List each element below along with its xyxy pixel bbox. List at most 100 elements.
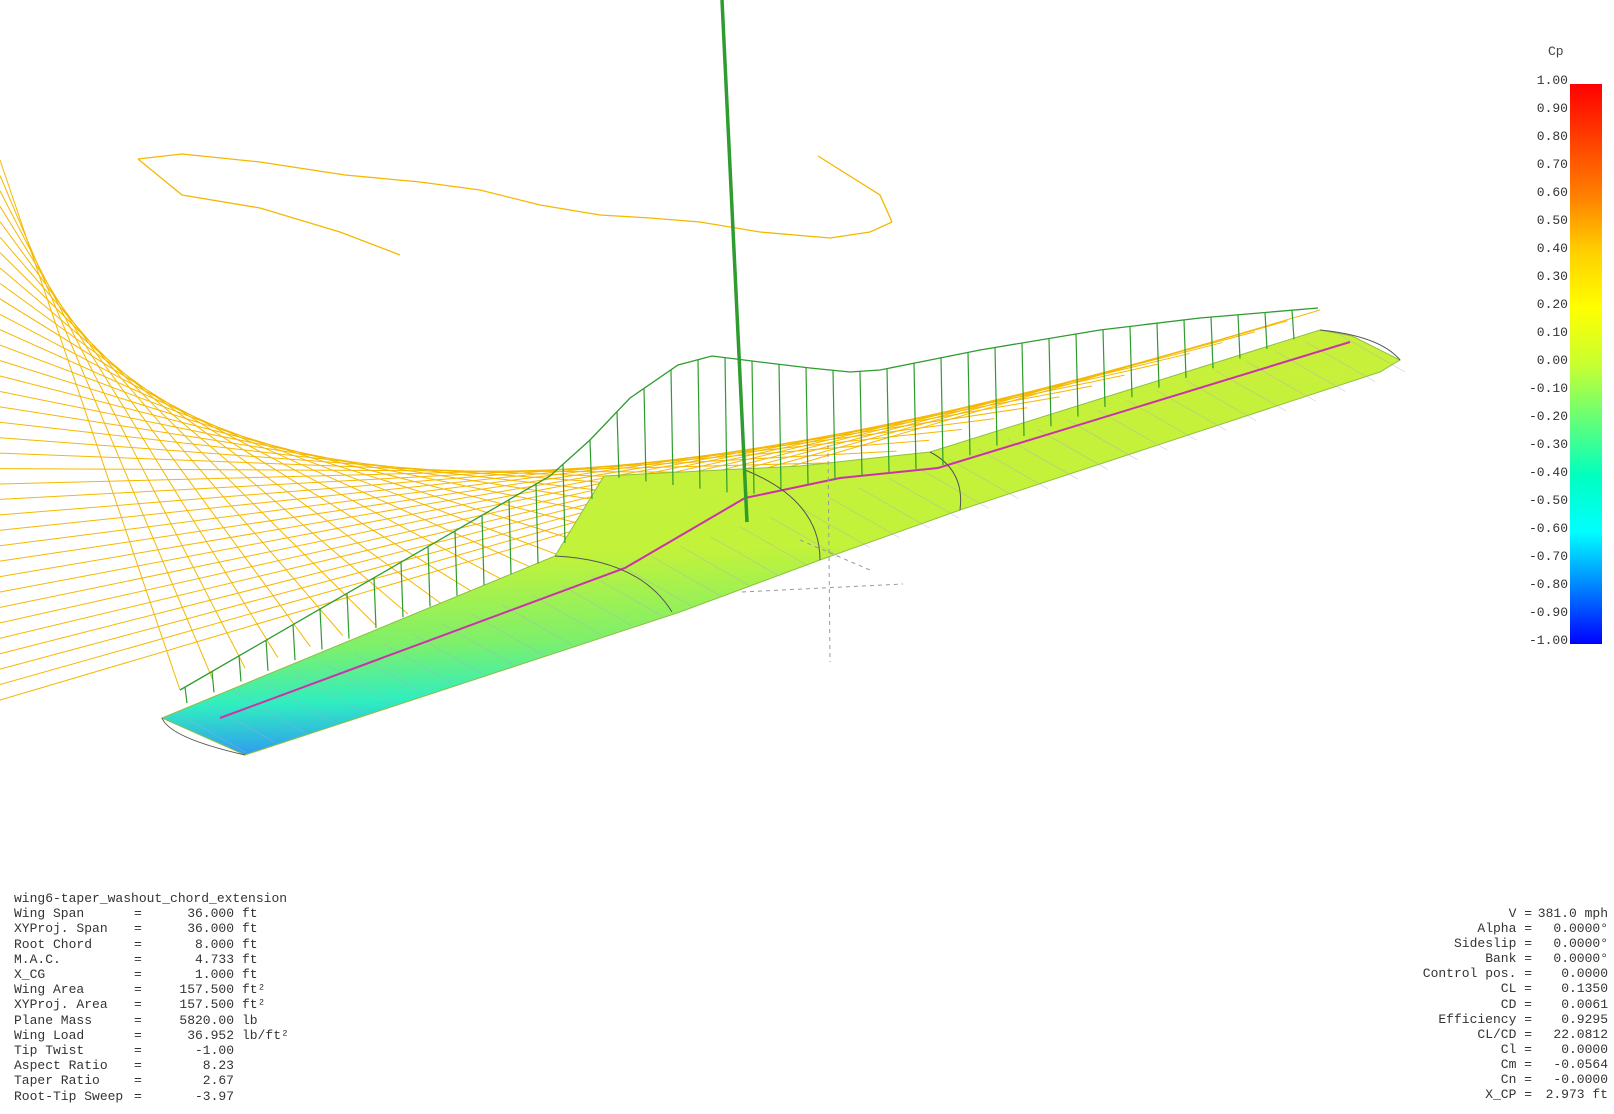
- cp-label: 0.80: [1536, 129, 1568, 144]
- result-label: V =: [1508, 906, 1532, 921]
- result-row: Cl = 0.0000: [1423, 1042, 1608, 1057]
- info-label: Wing Area: [14, 982, 85, 998]
- result-row: Alpha = 0.0000°: [1423, 921, 1608, 936]
- equals-sign: =: [134, 1088, 142, 1104]
- info-value: 1.000: [194, 967, 234, 983]
- downwash-streamline: [0, 206, 279, 658]
- lift-station-line: [427, 546, 431, 607]
- result-value: 0.1350: [1561, 981, 1608, 997]
- lift-station-line: [1102, 329, 1106, 407]
- grid-chord-line: [680, 546, 751, 587]
- result-value: -0.0000: [1553, 1072, 1608, 1088]
- grid-chord-line: [412, 633, 484, 675]
- result-value: 381.0 mph: [1537, 906, 1608, 921]
- downwash-streamline: [0, 267, 409, 615]
- plane-info-row: Wing Span = 36.000 ft: [14, 906, 289, 921]
- info-unit: lb: [242, 1012, 258, 1028]
- result-value: 0.0000°: [1553, 921, 1608, 937]
- info-label: Taper Ratio: [14, 1073, 100, 1089]
- grid-chord-line: [353, 653, 424, 694]
- lift-station-line: [1129, 326, 1133, 398]
- lift-station-line: [184, 687, 188, 704]
- cp-label: 0.70: [1536, 157, 1568, 172]
- cp-label: 0.60: [1536, 185, 1568, 200]
- plane-info-row: Taper Ratio = 2.67: [14, 1073, 289, 1088]
- result-label: Cn =: [1500, 1072, 1532, 1088]
- cp-label: 0.00: [1536, 353, 1568, 368]
- result-row: Bank = 0.0000°: [1423, 951, 1608, 966]
- lift-station-line: [616, 411, 620, 478]
- downwash-envelope-1: [137, 153, 893, 239]
- lift-station-line: [238, 655, 242, 682]
- lift-station-line: [589, 439, 593, 499]
- result-value: 0.0061: [1561, 996, 1608, 1012]
- info-value: 2.67: [202, 1073, 234, 1089]
- info-unit: ft²: [242, 982, 266, 998]
- equals-sign: =: [134, 936, 142, 952]
- info-label: Wing Load: [14, 1027, 85, 1043]
- info-value: 36.000: [187, 906, 234, 922]
- downwash-streamline: [0, 190, 246, 669]
- lift-station-line: [1237, 314, 1241, 359]
- result-row: X_CP = 2.973 ft: [1423, 1087, 1608, 1102]
- grid-chord-line: [323, 663, 394, 704]
- equals-sign: =: [134, 1043, 142, 1059]
- lift-station-line: [400, 562, 404, 618]
- lift-station-line: [724, 357, 728, 493]
- equals-sign: =: [134, 921, 142, 937]
- info-value: 36.000: [187, 921, 234, 937]
- equals-sign: =: [134, 1027, 142, 1043]
- lift-station-line: [751, 360, 755, 494]
- info-value: 157.500: [179, 997, 234, 1013]
- grid-chord-line: [977, 448, 1049, 490]
- grid-chord-line: [1186, 380, 1257, 421]
- grid-chord-line: [621, 565, 692, 607]
- lift-force-vector: [720, 0, 749, 523]
- cp-label: 0.30: [1536, 269, 1568, 284]
- downwash-streamline: [0, 298, 474, 593]
- info-unit: ft: [242, 936, 258, 952]
- grid-chord-line: [710, 536, 781, 577]
- lift-station-line: [1075, 333, 1079, 417]
- lift-station-line: [697, 359, 701, 489]
- panel-grid: [174, 331, 1406, 753]
- info-label: Root-Tip Sweep: [14, 1088, 124, 1104]
- result-label: Efficiency =: [1438, 1011, 1532, 1027]
- lift-station-line: [454, 530, 458, 596]
- plane-info-row: Aspect Ratio = 8.23: [14, 1058, 289, 1073]
- grid-chord-line: [1305, 341, 1376, 383]
- equals-sign: =: [134, 1073, 142, 1089]
- info-label: M.A.C.: [14, 951, 61, 967]
- result-value: 0.0000: [1561, 966, 1608, 982]
- lift-station-line: [832, 370, 836, 480]
- cp-label: 0.50: [1536, 213, 1568, 228]
- equals-sign: =: [134, 997, 142, 1013]
- grid-chord-line: [531, 594, 603, 636]
- info-value: -3.97: [194, 1088, 234, 1104]
- result-value: 0.9295: [1561, 1011, 1608, 1027]
- info-value: 4.733: [194, 951, 234, 967]
- cp-label: -0.10: [1528, 381, 1568, 396]
- lift-station-line: [643, 388, 647, 482]
- lift-station-line: [1210, 317, 1214, 369]
- result-label: Alpha =: [1477, 921, 1532, 937]
- grid-chord-line: [1215, 370, 1287, 412]
- downwash-streamline: [0, 283, 441, 604]
- lift-station-line: [562, 464, 566, 543]
- axis-gizmo: [741, 444, 904, 663]
- info-label: XYProj. Span: [14, 921, 108, 937]
- result-row: Cm = -0.0564: [1423, 1057, 1608, 1072]
- result-label: Sideslip =: [1453, 936, 1532, 952]
- info-unit: lb/ft²: [242, 1027, 289, 1043]
- result-row: Control pos. = 0.0000: [1423, 966, 1608, 981]
- grid-chord-line: [293, 672, 365, 714]
- info-unit: ft: [242, 906, 258, 922]
- equals-sign: =: [134, 906, 142, 922]
- result-row: Efficiency = 0.9295: [1423, 1012, 1608, 1027]
- downwash-streamline: [0, 175, 214, 680]
- result-row: CL = 0.1350: [1423, 981, 1608, 996]
- info-label: Tip Twist: [14, 1043, 85, 1059]
- result-label: Bank =: [1485, 951, 1532, 967]
- result-value: -0.0564: [1553, 1056, 1608, 1072]
